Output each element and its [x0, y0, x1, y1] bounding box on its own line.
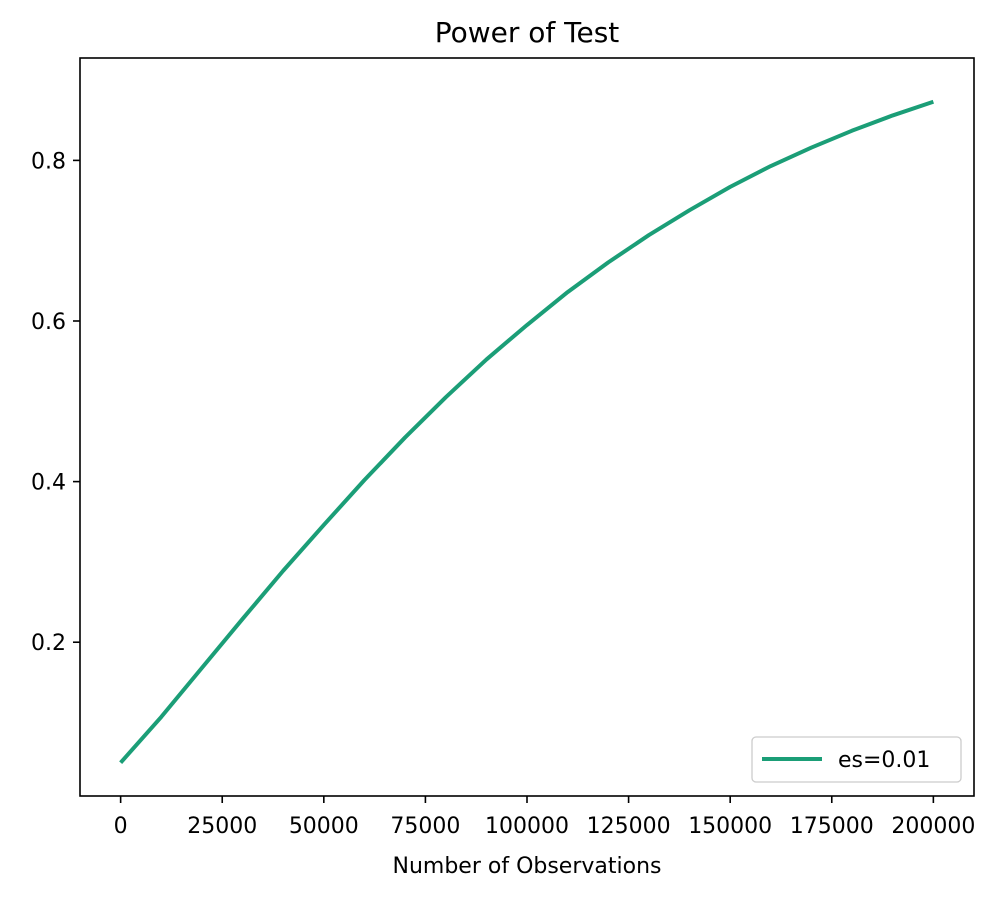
- chart-title: Power of Test: [435, 16, 620, 49]
- series-layer: [119, 99, 934, 764]
- y-tick-label: 0.6: [31, 310, 66, 335]
- x-tick-label: 25000: [187, 814, 257, 839]
- x-tick-label: 75000: [390, 814, 460, 839]
- x-axis-label: Number of Observations: [393, 854, 662, 879]
- x-tick-label: 125000: [587, 814, 671, 839]
- x-tick-label: 175000: [790, 814, 874, 839]
- x-tick-label: 50000: [289, 814, 359, 839]
- x-tick-label: 200000: [891, 814, 975, 839]
- x-tick-label: 100000: [485, 814, 569, 839]
- x-tick-label: 150000: [688, 814, 772, 839]
- y-tick-label: 0.2: [31, 631, 66, 656]
- series-line-es-0-01: [119, 99, 934, 764]
- y-tick-label: 0.8: [31, 149, 66, 174]
- y-tick-label: 0.4: [31, 471, 66, 496]
- y-axis-ticks: 0.2 0.4 0.6 0.8: [31, 149, 80, 656]
- legend-box: [751, 736, 962, 783]
- x-axis-ticks: 0 25000 50000 75000 100000 125000 150000 175000…: [114, 796, 975, 839]
- legend-label-es-0-01: es=0.01: [838, 748, 930, 773]
- legend: es=0.01: [751, 736, 962, 783]
- plot-area-frame: [79, 57, 975, 797]
- x-tick-label: 0: [114, 814, 128, 839]
